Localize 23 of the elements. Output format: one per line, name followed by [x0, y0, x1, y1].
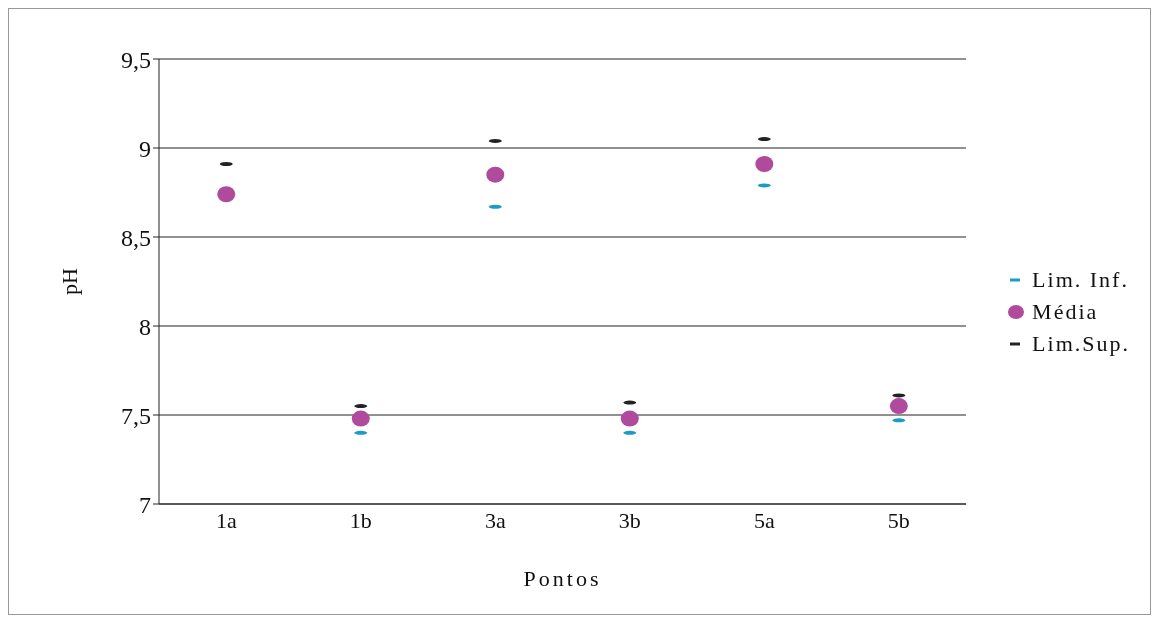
x-tick-label: 1a [215, 507, 237, 533]
x-axis-title: Pontos [523, 566, 602, 591]
y-axis-title: pH [56, 267, 82, 295]
point [486, 166, 505, 183]
legend-label: Lim.Sup. [1032, 330, 1130, 357]
y-tick-label: 9,5 [121, 46, 151, 73]
y-tick-label: 8 [139, 313, 151, 340]
point [889, 398, 908, 415]
y-tick-label: 8,5 [121, 224, 151, 251]
x-tick-label: 5b [887, 507, 910, 533]
x-tick-label: 5a [753, 507, 775, 533]
y-tick-label: 9 [139, 135, 151, 162]
x-tick-label: 3b [618, 507, 641, 533]
point [217, 186, 236, 203]
point [620, 410, 639, 427]
x-tick-label: 1b [349, 507, 372, 533]
legend-label: Média [1032, 298, 1099, 325]
y-tick-label: 7 [139, 491, 151, 518]
y-tick-label: 7,5 [121, 402, 151, 429]
point [755, 156, 774, 173]
legend-label: Lim. Inf. [1032, 266, 1129, 293]
point [351, 410, 370, 427]
x-tick-label: 3a [484, 507, 506, 533]
